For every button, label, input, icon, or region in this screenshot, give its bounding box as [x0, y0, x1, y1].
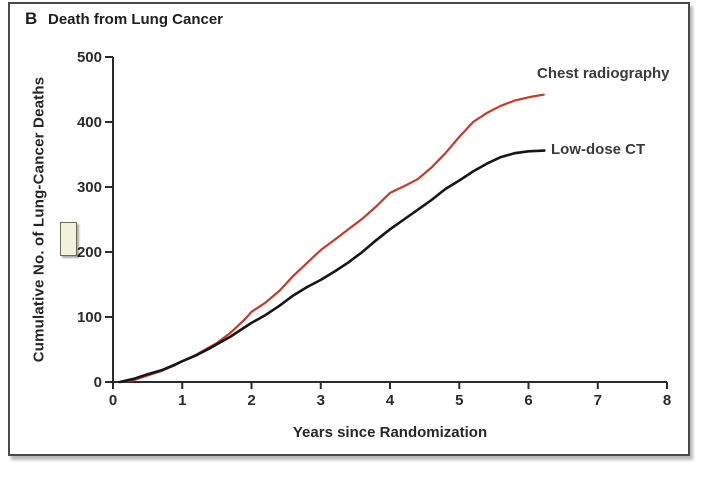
- series-label-chest-radiography: Chest radiography: [537, 65, 670, 82]
- x-tick-label: 6: [524, 392, 532, 409]
- x-tick-label: 2: [247, 392, 255, 409]
- series-line-low-dose-ct: [118, 149, 546, 384]
- cursor-highlight-artifact: [60, 222, 77, 256]
- x-tick-label: 3: [317, 392, 325, 409]
- series-line-chest-radiography: [118, 93, 545, 384]
- y-tick-label: 100: [77, 309, 102, 326]
- series-label-low-dose-ct: Low-dose CT: [551, 141, 646, 158]
- x-tick-label: 7: [594, 392, 602, 409]
- x-tick-label: 4: [386, 392, 395, 409]
- y-tick-label: 400: [77, 114, 102, 131]
- x-tick-label: 5: [455, 392, 463, 409]
- x-tick-label: 0: [109, 392, 117, 409]
- y-tick-label: 200: [77, 244, 102, 261]
- panel-letter: B: [25, 9, 38, 28]
- x-axis-title: Years since Randomization: [292, 424, 488, 441]
- axis-lines: [112, 57, 667, 383]
- y-tick-label: 500: [77, 49, 102, 66]
- y-axis-title: Cumulative No. of Lung-Cancer Deaths: [30, 76, 48, 363]
- y-tick-label: 0: [94, 374, 102, 391]
- y-tick-label: 300: [77, 179, 102, 196]
- panel-title: Death from Lung Cancer: [48, 11, 224, 28]
- x-tick-label: 8: [663, 392, 671, 409]
- x-tick-label: 1: [178, 392, 186, 409]
